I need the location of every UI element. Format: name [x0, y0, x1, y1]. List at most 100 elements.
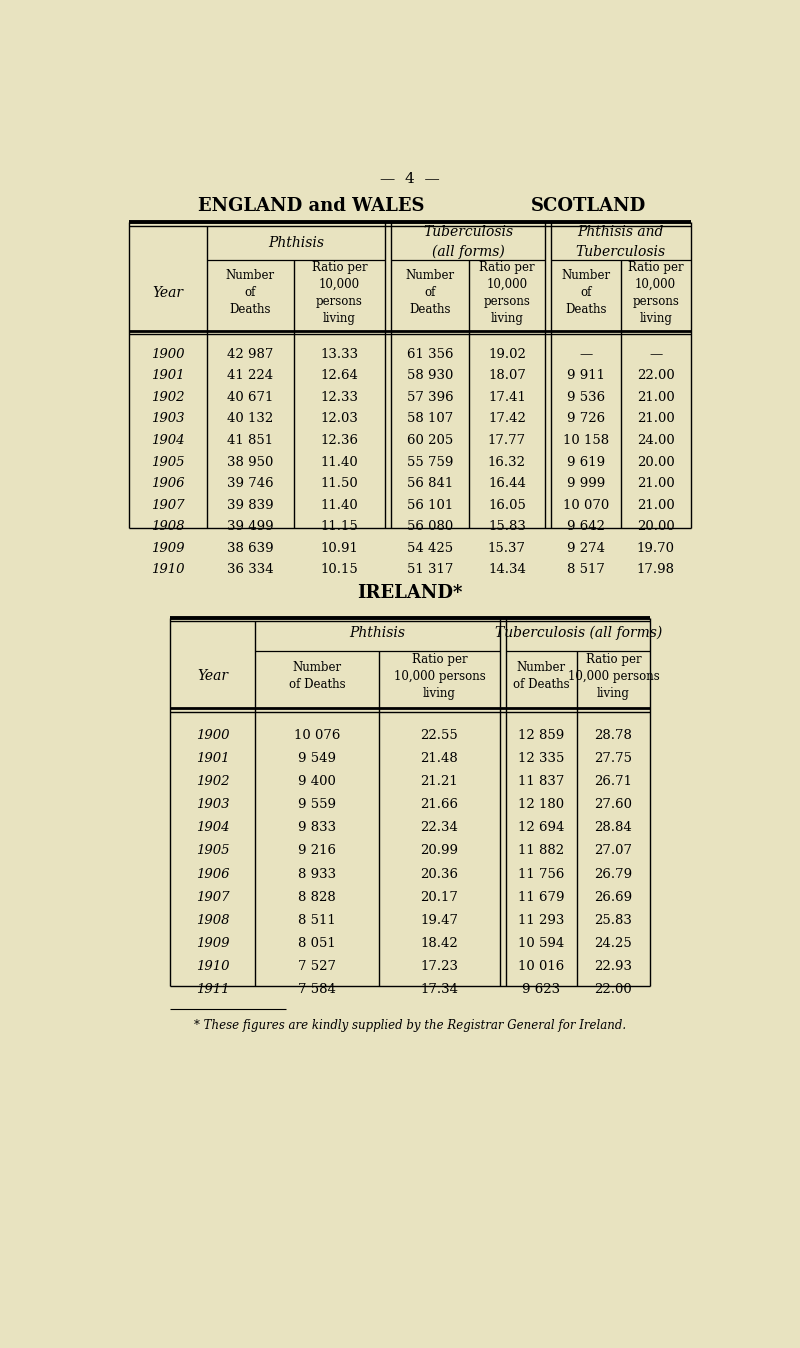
Text: 28.84: 28.84 — [594, 821, 632, 834]
Text: 1901: 1901 — [151, 369, 185, 383]
Text: 51 317: 51 317 — [407, 563, 454, 577]
Text: 1903: 1903 — [151, 412, 185, 426]
Text: 1906: 1906 — [196, 868, 229, 880]
Text: 12.64: 12.64 — [321, 369, 358, 383]
Text: 20.36: 20.36 — [421, 868, 458, 880]
Text: 1905: 1905 — [196, 844, 229, 857]
Text: Number
of
Deaths: Number of Deaths — [226, 270, 275, 317]
Text: 21.48: 21.48 — [421, 752, 458, 766]
Text: 41 851: 41 851 — [227, 434, 274, 448]
Text: 55 759: 55 759 — [407, 456, 454, 469]
Text: 54 425: 54 425 — [407, 542, 454, 555]
Text: Ratio per
10,000 persons
living: Ratio per 10,000 persons living — [394, 652, 486, 700]
Text: 58 107: 58 107 — [407, 412, 454, 426]
Text: 15.83: 15.83 — [488, 520, 526, 534]
Text: 60 205: 60 205 — [407, 434, 454, 448]
Text: 1904: 1904 — [196, 821, 229, 834]
Text: 9 216: 9 216 — [298, 844, 336, 857]
Text: 1903: 1903 — [196, 798, 229, 811]
Text: 17.77: 17.77 — [488, 434, 526, 448]
Text: 39 839: 39 839 — [227, 499, 274, 512]
Text: 15.37: 15.37 — [488, 542, 526, 555]
Text: 1902: 1902 — [151, 391, 185, 404]
Text: Ratio per
10,000
persons
living: Ratio per 10,000 persons living — [312, 260, 367, 325]
Text: 56 841: 56 841 — [407, 477, 454, 491]
Text: 61 356: 61 356 — [407, 348, 454, 361]
Text: 17.98: 17.98 — [637, 563, 674, 577]
Text: 9 400: 9 400 — [298, 775, 336, 789]
Text: 1909: 1909 — [196, 937, 229, 950]
Text: 1909: 1909 — [151, 542, 185, 555]
Text: 28.78: 28.78 — [594, 729, 632, 741]
Text: 1907: 1907 — [196, 891, 229, 903]
Text: 9 642: 9 642 — [567, 520, 605, 534]
Text: 39 746: 39 746 — [227, 477, 274, 491]
Text: Ratio per
10,000
persons
living: Ratio per 10,000 persons living — [628, 260, 683, 325]
Text: 26.79: 26.79 — [594, 868, 633, 880]
Text: 17.42: 17.42 — [488, 412, 526, 426]
Text: 21.00: 21.00 — [637, 477, 674, 491]
Text: 8 517: 8 517 — [567, 563, 605, 577]
Text: 11.40: 11.40 — [321, 456, 358, 469]
Text: 20.99: 20.99 — [421, 844, 458, 857]
Text: 40 132: 40 132 — [227, 412, 274, 426]
Text: 1911: 1911 — [196, 983, 229, 996]
Text: 22.34: 22.34 — [421, 821, 458, 834]
Text: 24.25: 24.25 — [594, 937, 632, 950]
Text: 12.03: 12.03 — [321, 412, 358, 426]
Text: 21.21: 21.21 — [421, 775, 458, 789]
Text: 7 584: 7 584 — [298, 983, 336, 996]
Text: 26.69: 26.69 — [594, 891, 633, 903]
Text: 10 158: 10 158 — [563, 434, 609, 448]
Text: Phthisis: Phthisis — [350, 625, 406, 640]
Text: 9 911: 9 911 — [567, 369, 605, 383]
Text: 11 756: 11 756 — [518, 868, 565, 880]
Text: 17.34: 17.34 — [421, 983, 458, 996]
Text: 38 950: 38 950 — [227, 456, 274, 469]
Text: 12 180: 12 180 — [518, 798, 565, 811]
Text: 17.41: 17.41 — [488, 391, 526, 404]
Text: 10.15: 10.15 — [321, 563, 358, 577]
Text: 18.07: 18.07 — [488, 369, 526, 383]
Text: 1905: 1905 — [151, 456, 185, 469]
Text: 1908: 1908 — [196, 914, 229, 926]
Text: 8 511: 8 511 — [298, 914, 336, 926]
Text: 22.00: 22.00 — [637, 369, 674, 383]
Text: 1904: 1904 — [151, 434, 185, 448]
Text: 25.83: 25.83 — [594, 914, 632, 926]
Text: 14.34: 14.34 — [488, 563, 526, 577]
Text: 21.00: 21.00 — [637, 412, 674, 426]
Text: 19.47: 19.47 — [421, 914, 458, 926]
Text: 22.00: 22.00 — [594, 983, 632, 996]
Text: Ratio per
10,000
persons
living: Ratio per 10,000 persons living — [479, 260, 534, 325]
Text: 11 882: 11 882 — [518, 844, 565, 857]
Text: SCOTLAND: SCOTLAND — [530, 197, 646, 216]
Text: 22.55: 22.55 — [421, 729, 458, 741]
Text: 10.91: 10.91 — [321, 542, 358, 555]
Text: 12.33: 12.33 — [321, 391, 358, 404]
Text: Year: Year — [197, 669, 228, 683]
Text: —: — — [579, 348, 593, 361]
Text: 1901: 1901 — [196, 752, 229, 766]
Text: 13.33: 13.33 — [321, 348, 358, 361]
Text: 1902: 1902 — [196, 775, 229, 789]
Text: 41 224: 41 224 — [227, 369, 274, 383]
Text: * These figures are kindly supplied by the Registrar General for Ireland.: * These figures are kindly supplied by t… — [194, 1019, 626, 1033]
Text: 11.15: 11.15 — [321, 520, 358, 534]
Text: 8 828: 8 828 — [298, 891, 336, 903]
Text: 16.32: 16.32 — [488, 456, 526, 469]
Text: 10 016: 10 016 — [518, 960, 565, 973]
Text: Number
of
Deaths: Number of Deaths — [406, 270, 454, 317]
Text: Phthisis: Phthisis — [268, 236, 324, 251]
Text: 56 101: 56 101 — [407, 499, 454, 512]
Text: 11.50: 11.50 — [321, 477, 358, 491]
Text: 9 549: 9 549 — [298, 752, 336, 766]
Text: 24.00: 24.00 — [637, 434, 674, 448]
Text: Year: Year — [153, 286, 184, 299]
Text: 12.36: 12.36 — [321, 434, 358, 448]
Text: 26.71: 26.71 — [594, 775, 633, 789]
Text: 1910: 1910 — [151, 563, 185, 577]
Text: 42 987: 42 987 — [227, 348, 274, 361]
Text: 9 833: 9 833 — [298, 821, 336, 834]
Text: Tuberculosis
(all forms): Tuberculosis (all forms) — [423, 225, 513, 259]
